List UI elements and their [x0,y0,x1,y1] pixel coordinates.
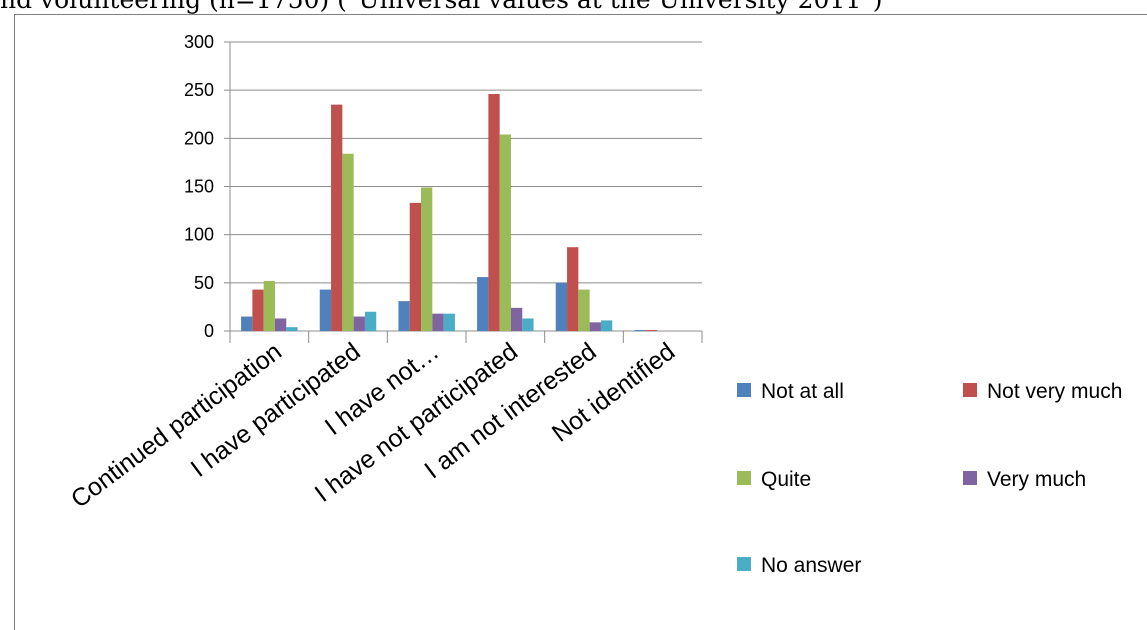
bar [421,187,433,331]
bar [600,320,613,331]
bar [522,318,534,331]
bar [319,289,332,331]
legend-item: Very much [963,468,1086,491]
gridlines [230,41,702,284]
bar [645,330,658,331]
bar [443,313,455,331]
legend: Not at all Not very much Quite Very much No … [737,380,1122,577]
y-tick-label: 150 [184,177,214,197]
legend-label: Quite [761,468,811,491]
bar [589,322,601,331]
bar [331,104,343,331]
bar [555,282,568,331]
y-tick-label: 50 [194,273,214,293]
bar [342,153,354,331]
y-tick-label: 300 [184,32,214,52]
bar [353,316,365,331]
bar [364,311,377,331]
bar [499,134,511,331]
axes [224,41,703,343]
legend-swatch [963,383,977,397]
legend-label: Not very much [987,380,1122,403]
bar [286,327,298,331]
bar [409,202,422,331]
bar [252,289,264,331]
bar [510,307,523,331]
bar [488,94,500,332]
page-title: nd volunteering (n=1750) ("Universal val… [0,0,882,14]
legend-label: No answer [761,554,861,577]
legend-swatch [963,471,977,485]
bar [263,280,275,331]
bar [567,247,579,331]
bar [477,277,489,331]
legend-swatch [737,471,751,485]
y-tick-label: 100 [184,225,214,245]
bar [634,330,646,331]
legend-label: Very much [987,468,1086,491]
legend-item: No answer [737,554,861,577]
legend-item: Not very much [963,380,1122,403]
y-tick-label: 200 [184,128,214,148]
legend-swatch [737,383,751,397]
bar [398,301,410,331]
legend-item: Quite [737,468,811,491]
bar [241,316,253,331]
legend-swatch [737,557,751,571]
chart-frame [14,14,1147,630]
legend-label: Not at all [761,380,844,403]
bar [432,313,444,331]
y-tick-label: 250 [184,80,214,100]
bar [578,289,590,331]
legend-item: Not at all [737,380,844,403]
bar [274,318,287,331]
y-tick-label: 0 [204,321,214,341]
bars [241,94,658,332]
